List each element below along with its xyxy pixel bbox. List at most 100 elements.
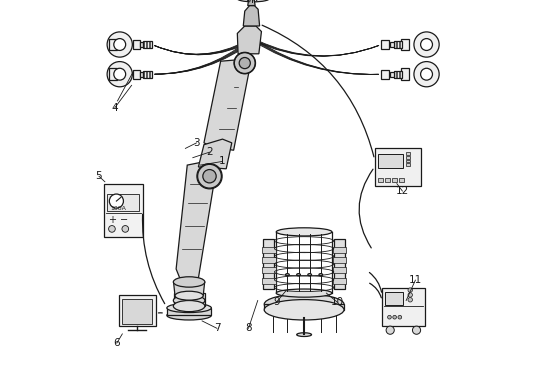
- Ellipse shape: [276, 289, 332, 297]
- Circle shape: [386, 326, 394, 334]
- Bar: [375, 148, 421, 186]
- Ellipse shape: [236, 0, 270, 2]
- Circle shape: [408, 288, 413, 292]
- Circle shape: [107, 62, 132, 87]
- Circle shape: [107, 32, 132, 57]
- Text: 2: 2: [206, 147, 213, 157]
- Ellipse shape: [167, 303, 211, 312]
- Bar: [122, 299, 152, 324]
- Text: 5: 5: [96, 171, 102, 181]
- Ellipse shape: [174, 277, 205, 287]
- Bar: [394, 41, 402, 48]
- Bar: [406, 163, 410, 166]
- Ellipse shape: [264, 294, 344, 315]
- Circle shape: [408, 293, 413, 297]
- Text: 4: 4: [111, 103, 118, 112]
- Ellipse shape: [264, 300, 344, 320]
- Circle shape: [198, 164, 221, 188]
- Circle shape: [109, 194, 123, 208]
- Circle shape: [388, 315, 391, 319]
- Polygon shape: [174, 282, 205, 296]
- Circle shape: [414, 62, 439, 87]
- Text: 12: 12: [396, 186, 409, 196]
- Circle shape: [421, 68, 432, 80]
- Bar: [262, 267, 276, 273]
- Ellipse shape: [167, 311, 211, 320]
- Text: +: +: [108, 215, 116, 225]
- Ellipse shape: [308, 274, 311, 276]
- Text: 6: 6: [114, 338, 120, 348]
- Bar: [406, 156, 410, 159]
- Text: −: −: [120, 215, 129, 225]
- Circle shape: [203, 170, 216, 183]
- Bar: [394, 71, 402, 78]
- Bar: [377, 154, 403, 168]
- Circle shape: [408, 298, 413, 302]
- Ellipse shape: [276, 228, 332, 236]
- Text: 10: 10: [331, 298, 344, 307]
- Ellipse shape: [297, 333, 311, 336]
- Ellipse shape: [175, 291, 203, 300]
- Polygon shape: [243, 6, 260, 26]
- Polygon shape: [176, 161, 217, 278]
- Circle shape: [114, 39, 125, 50]
- Bar: [399, 178, 404, 182]
- Bar: [104, 184, 143, 237]
- Ellipse shape: [286, 274, 290, 276]
- Bar: [390, 42, 394, 47]
- Text: 11: 11: [409, 275, 422, 285]
- Circle shape: [398, 315, 402, 319]
- Bar: [174, 293, 205, 306]
- Bar: [377, 178, 383, 182]
- Circle shape: [109, 226, 115, 232]
- Bar: [385, 178, 390, 182]
- Bar: [109, 39, 116, 50]
- Bar: [382, 288, 424, 326]
- Ellipse shape: [297, 274, 300, 276]
- Circle shape: [239, 58, 250, 69]
- Text: 9: 9: [273, 298, 279, 307]
- Bar: [333, 278, 346, 284]
- Circle shape: [114, 68, 125, 80]
- Bar: [381, 40, 389, 49]
- Bar: [391, 178, 397, 182]
- Bar: [109, 68, 116, 80]
- Text: 8: 8: [245, 324, 252, 333]
- Bar: [262, 257, 276, 263]
- Bar: [167, 308, 211, 315]
- Ellipse shape: [174, 295, 205, 306]
- Bar: [119, 295, 156, 326]
- Bar: [140, 72, 143, 77]
- Circle shape: [393, 315, 396, 319]
- Bar: [263, 239, 274, 289]
- Text: 7: 7: [213, 324, 220, 333]
- Bar: [107, 194, 139, 211]
- Bar: [381, 70, 389, 79]
- Circle shape: [414, 32, 439, 57]
- Bar: [400, 68, 409, 80]
- Polygon shape: [198, 139, 232, 169]
- Bar: [334, 239, 345, 289]
- Bar: [140, 42, 143, 47]
- Text: 100A: 100A: [110, 206, 127, 211]
- Circle shape: [413, 326, 421, 334]
- Bar: [264, 304, 344, 310]
- Polygon shape: [248, 0, 255, 6]
- Ellipse shape: [174, 301, 205, 312]
- Circle shape: [235, 53, 255, 73]
- Bar: [143, 41, 152, 48]
- Circle shape: [421, 39, 432, 50]
- Bar: [406, 152, 410, 155]
- Polygon shape: [204, 59, 250, 150]
- Bar: [133, 70, 140, 79]
- Bar: [262, 278, 276, 284]
- Bar: [333, 267, 346, 273]
- Bar: [400, 39, 409, 50]
- Bar: [385, 292, 403, 305]
- Bar: [333, 247, 346, 253]
- Bar: [390, 72, 394, 77]
- Bar: [133, 40, 140, 49]
- Bar: [143, 71, 152, 78]
- Circle shape: [122, 226, 129, 232]
- Polygon shape: [237, 26, 262, 54]
